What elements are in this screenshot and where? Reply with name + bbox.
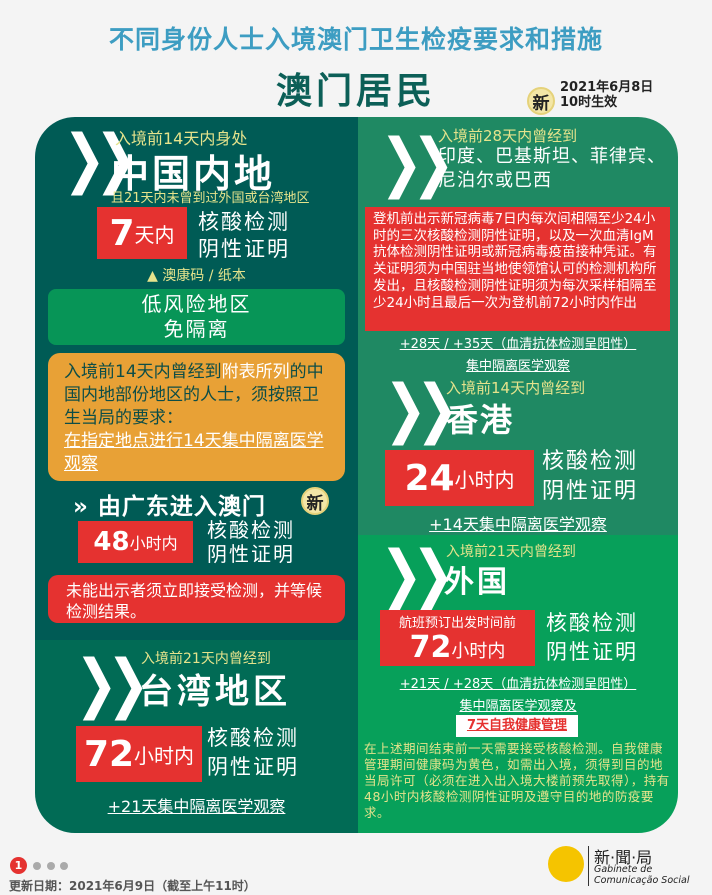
- foreign-days: +21天 / +28天（血清抗体检测呈阳性）: [399, 677, 637, 692]
- test-line2: 阴性证明: [546, 640, 638, 664]
- gcs-logo-icon: [548, 846, 584, 882]
- time-box: 72 小时内: [76, 726, 202, 782]
- foreign-section: ❯❯ 入境前21天内曾经到 外国 航班预订出发时间前 72小时内 核酸检测阴性证明…: [358, 535, 678, 833]
- effective-line1: 2021年6月8日: [560, 80, 654, 95]
- page-subtitle: 澳门居民: [275, 71, 436, 112]
- mainland-place: 中国内地: [111, 152, 276, 196]
- time-unit: 小时内: [134, 743, 195, 768]
- time-box: 航班预订出发时间前 72小时内: [380, 610, 535, 666]
- foreign-quarantine: 集中隔离医学观察及: [459, 699, 577, 714]
- update-date: 更新日期：2021年6月9日（截至上午11时）: [9, 879, 256, 893]
- logo-pt-line1: Gabinete de: [594, 864, 653, 875]
- page-indicator-active[interactable]: 1: [10, 857, 27, 874]
- foreign-note: 在上述期间结束前一天需要接受核酸检测。自我健康管理期间健康码为黄色，如需出入境，…: [364, 741, 670, 820]
- logo-portuguese: Gabinete de Comunicação Social: [594, 864, 689, 886]
- page-dot[interactable]: [33, 862, 41, 870]
- test-line1: 核酸检测: [207, 518, 295, 542]
- india-days: +28天 / +35天（血清抗体检测呈阳性）: [399, 337, 637, 352]
- new-badge: 新: [527, 87, 555, 115]
- annex-link[interactable]: 附表所列: [221, 362, 290, 382]
- india-pre: 入境前28天内曾经到: [438, 127, 578, 145]
- flight-note: 航班预订出发时间前: [398, 616, 516, 631]
- test-line2: 阴性证明: [542, 479, 639, 504]
- low-risk-line2: 免隔离: [163, 317, 230, 341]
- effective-date: 2021年6月8日 10时生效: [560, 80, 653, 110]
- mainland-section: ❯❯ 入境前14天内身处 中国内地 且21天内未曾到过外国或台湾地区 7 天内 核…: [35, 117, 358, 640]
- time-unit: 小时内: [451, 641, 506, 662]
- new-badge: 新: [301, 487, 329, 515]
- hk-place: 香港: [446, 401, 515, 439]
- guangdong-title-text: 由广东进入澳门: [97, 494, 266, 520]
- test-label: 核酸检测 阴性证明: [546, 609, 638, 667]
- time-number: 72: [83, 733, 135, 775]
- time-box: 24 小时内: [385, 450, 534, 506]
- logo-chinese: 新·聞·局: [594, 848, 653, 867]
- time-unit: 天内: [134, 222, 175, 247]
- taiwan-quarantine: +21天集中隔离医学观察: [107, 797, 286, 816]
- mainland-pre: 入境前14天内身处: [115, 129, 248, 148]
- time-box: 7 天内: [97, 207, 187, 259]
- test-line1: 核酸检测: [198, 210, 290, 234]
- hk-pre: 入境前14天内曾经到: [446, 379, 586, 397]
- india-hk-section: ❯❯ 入境前28天内曾经到 印度、巴基斯坦、菲律宾、尼泊尔或巴西 登机前出示新冠…: [358, 117, 678, 535]
- logo-pt-line2: Comunicação Social: [594, 875, 690, 886]
- guangdong-warning: 未能出示者须立即接受检测，并等候检测结果。: [48, 575, 345, 623]
- self-management-label: 7天自我健康管理: [456, 715, 578, 737]
- chevron-icon: ❯❯: [384, 372, 459, 446]
- low-risk-box: 低风险地区 免隔离: [48, 289, 345, 345]
- hk-quarantine: +14天集中隔离医学观察: [429, 515, 607, 534]
- test-label: 核酸检测 阴性证明: [207, 724, 299, 782]
- requirements-card: ❯❯ 入境前14天内身处 中国内地 且21天内未曾到过外国或台湾地区 7 天内 核…: [35, 117, 678, 833]
- test-label: 核酸检测 阴性证明: [198, 209, 290, 263]
- test-line1: 核酸检测: [546, 611, 638, 635]
- chevron-icon: ❯❯: [75, 647, 150, 721]
- effective-line2: 10时生效: [560, 95, 618, 110]
- orange-rest: 的中国内地部份地区的人士，须按照卫生当局的要求：: [64, 362, 324, 428]
- foreign-pre: 入境前21天内曾经到: [446, 544, 576, 560]
- time-unit: 小时内: [454, 467, 515, 492]
- page-dot[interactable]: [60, 862, 68, 870]
- time-number: 24: [404, 457, 455, 499]
- india-places: 印度、巴基斯坦、菲律宾、尼泊尔或巴西: [438, 145, 678, 193]
- time-box: 48 小时内: [78, 521, 193, 563]
- test-label: 核酸检测 阴性证明: [207, 518, 295, 566]
- orange-notice: 入境前14天内曾经到附表所列的中国内地部份地区的人士，须按照卫生当局的要求： 在指…: [48, 353, 345, 481]
- low-risk-line1: 低风险地区: [141, 292, 252, 316]
- test-line1: 核酸检测: [207, 726, 299, 750]
- logo-divider: [588, 846, 589, 886]
- time-number: 72: [409, 630, 452, 665]
- taiwan-pre: 入境前21天内曾经到: [141, 651, 271, 667]
- chevron-icon: ❯❯: [380, 126, 455, 200]
- test-line2: 阴性证明: [198, 237, 290, 261]
- india-requirement: 登机前出示新冠病毒7日内每次间相隔至少24小时的三次核酸检测阴性证明，以及一次血…: [365, 207, 670, 331]
- time-unit: 小时内: [129, 534, 178, 553]
- test-line1: 核酸检测: [542, 449, 639, 474]
- mainland-condition: 且21天内未曾到过外国或台湾地区: [111, 191, 310, 206]
- time-number: 7: [109, 212, 135, 254]
- orange-pre: 入境前14天内曾经到: [64, 362, 222, 382]
- quarantine-link: 在指定地点进行14天集中隔离医学观察: [64, 431, 324, 474]
- chevron-icon: ❯❯: [63, 122, 138, 196]
- test-line2: 阴性证明: [207, 542, 295, 566]
- health-code-note: ▲ 澳康码 / 纸本: [147, 268, 246, 284]
- india-places-text: 印度、巴基斯坦、菲律宾、尼泊尔或巴西: [438, 146, 666, 191]
- foreign-place: 外国: [444, 565, 510, 600]
- guangdong-title: » 由广东进入澳门: [73, 487, 266, 521]
- test-line2: 阴性证明: [207, 755, 299, 779]
- page-dot[interactable]: [47, 862, 55, 870]
- taiwan-section: ❯❯ 入境前21天内曾经到 台湾地区 72 小时内 核酸检测阴性证明 +21天集中…: [35, 640, 358, 833]
- india-quarantine: 集中隔离医学观察: [465, 359, 570, 374]
- test-label: 核酸检测 阴性证明: [542, 447, 638, 507]
- page-title: 不同身份人士入境澳门卫生检疫要求和措施: [108, 25, 603, 54]
- time-number: 48: [93, 527, 130, 557]
- chevron-icon: ❯❯: [380, 538, 455, 612]
- chevron-icon: »: [73, 494, 98, 520]
- taiwan-place: 台湾地区: [139, 672, 291, 712]
